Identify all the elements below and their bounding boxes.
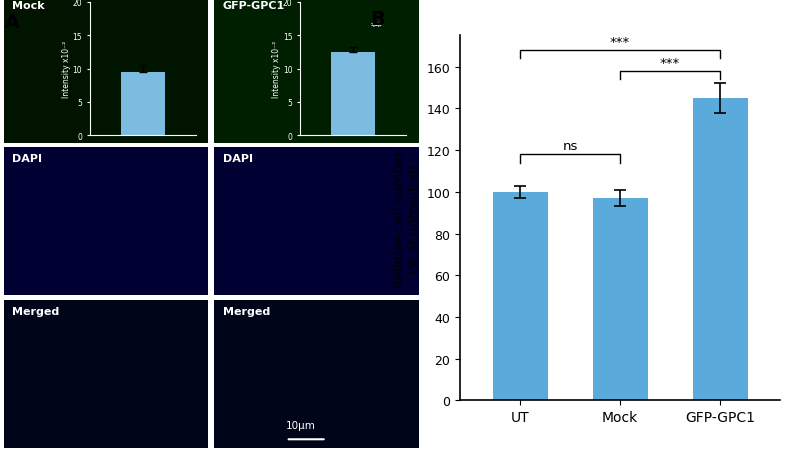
Bar	[493, 192, 547, 400]
Bar	[121, 73, 165, 136]
Text: Merged: Merged	[12, 306, 59, 316]
Text: **: **	[370, 22, 382, 32]
Text: ***: ***	[660, 57, 680, 70]
Text: ***: ***	[610, 36, 630, 49]
Text: Merged: Merged	[222, 306, 270, 316]
Text: DAPI: DAPI	[12, 154, 42, 164]
Bar	[593, 199, 647, 400]
Text: A: A	[5, 13, 20, 32]
Y-axis label: Intensity x10⁻²: Intensity x10⁻²	[273, 41, 282, 98]
Text: 10μm: 10μm	[286, 420, 316, 430]
Text: B: B	[370, 10, 385, 29]
Text: GFP-GPC1: GFP-GPC1	[222, 1, 285, 11]
Text: ns: ns	[562, 140, 578, 153]
Y-axis label: Relative cell number
(% of untreated): Relative cell number (% of untreated)	[393, 150, 421, 287]
Text: Mock: Mock	[12, 1, 45, 11]
Y-axis label: Intensity x10⁻²: Intensity x10⁻²	[62, 41, 71, 98]
Text: DAPI: DAPI	[222, 154, 253, 164]
Bar	[331, 53, 375, 136]
Bar	[693, 99, 747, 400]
